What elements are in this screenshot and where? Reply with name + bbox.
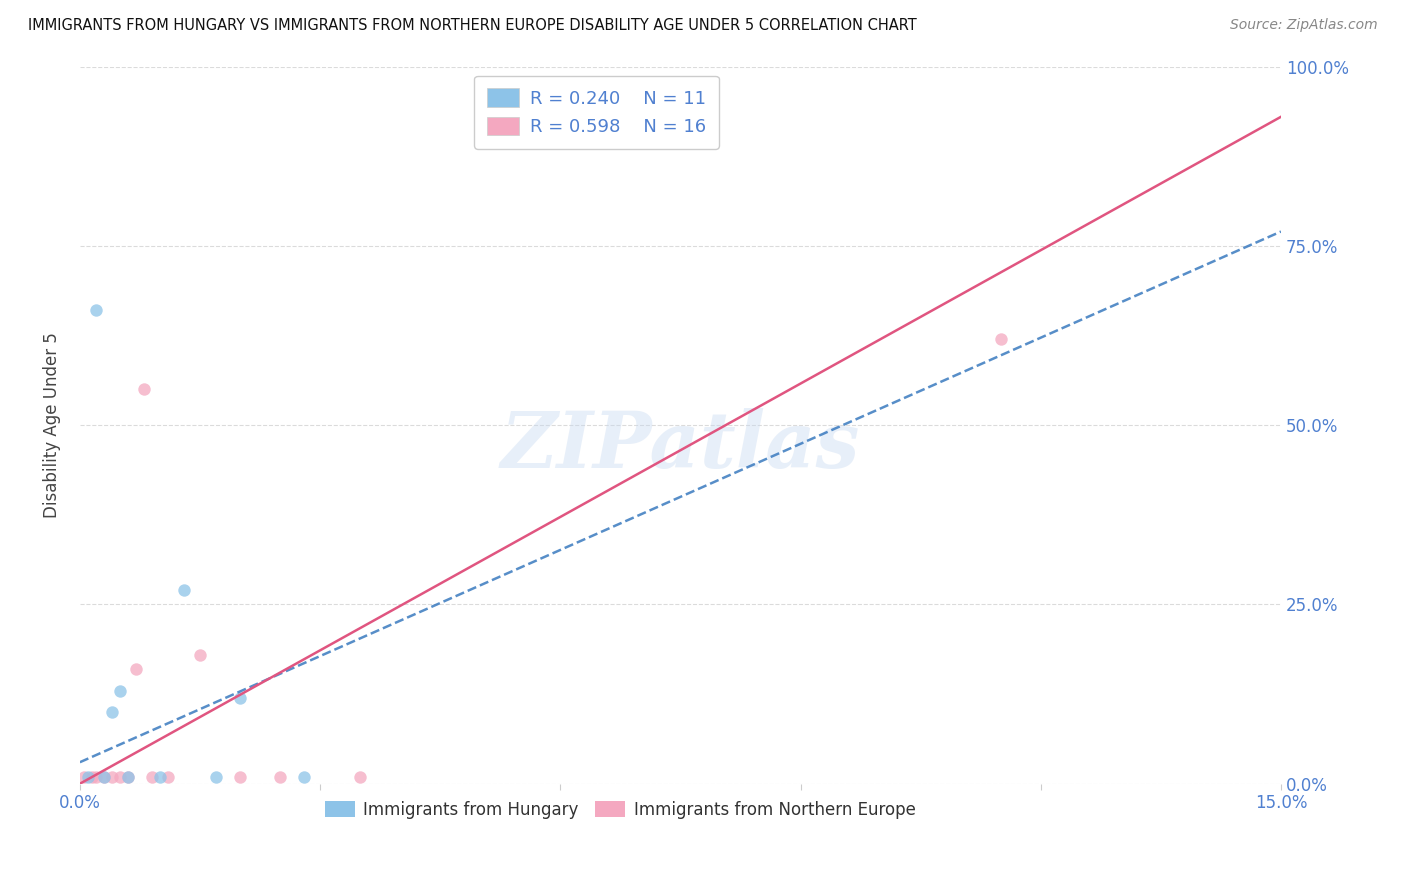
Legend: Immigrants from Hungary, Immigrants from Northern Europe: Immigrants from Hungary, Immigrants from… [318,794,922,826]
Text: Source: ZipAtlas.com: Source: ZipAtlas.com [1230,18,1378,32]
Point [125,662,148,676]
Text: IMMIGRANTS FROM HUNGARY VS IMMIGRANTS FROM NORTHERN EUROPE DISABILITY AGE UNDER : IMMIGRANTS FROM HUNGARY VS IMMIGRANTS FR… [28,18,917,33]
Point [80,770,103,784]
Point [173,583,195,598]
Point [156,770,179,784]
Point [990,332,1012,346]
Point [205,770,228,784]
Text: ZIPatlas: ZIPatlas [501,409,860,485]
Point [141,770,163,784]
Point [149,770,172,784]
Point [73,770,96,784]
Y-axis label: Disability Age Under 5: Disability Age Under 5 [44,332,60,518]
Point [77,770,100,784]
Point [349,770,371,784]
Point [93,770,115,784]
Point [132,382,155,396]
Point [292,770,315,784]
Point [84,303,107,318]
Point [117,770,139,784]
Point [93,770,115,784]
Point [188,648,211,662]
Point [101,705,124,719]
Point [117,770,139,784]
Point [84,770,107,784]
Point [108,770,131,784]
Point [229,770,252,784]
Point [269,770,291,784]
Point [108,683,131,698]
Point [229,690,252,705]
Point [101,770,124,784]
